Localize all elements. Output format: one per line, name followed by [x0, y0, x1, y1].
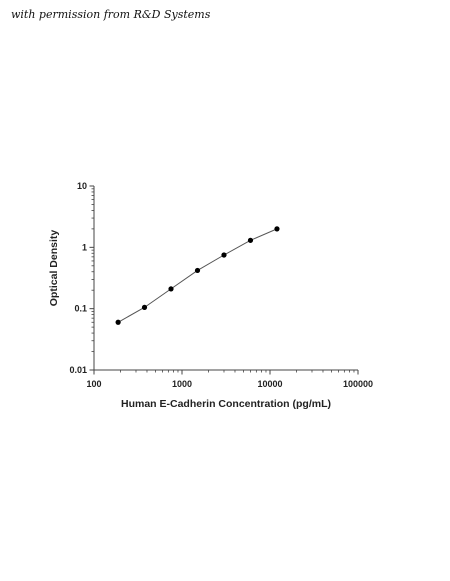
y-tick-label: 10	[77, 181, 87, 191]
data-point	[115, 319, 121, 325]
data-point	[274, 226, 280, 232]
data-point	[194, 267, 201, 274]
y-tick-label: 0.1	[74, 304, 87, 314]
x-axis-title: Human E-Cadherin Concentration (pg/mL)	[121, 398, 331, 410]
data-point	[247, 237, 254, 243]
data-points-layer	[115, 226, 280, 325]
y-axis-title: Optical Density	[48, 230, 60, 307]
y-tick-label: 0.01	[69, 365, 87, 375]
fit-curve-layer	[117, 228, 278, 323]
fit-curve	[117, 228, 278, 323]
data-point	[221, 252, 227, 258]
x-tick-label: 10000	[257, 379, 282, 389]
data-point	[141, 304, 148, 310]
x-tick-label: 100000	[343, 379, 373, 389]
credit-text: with permission from R&D Systems	[11, 8, 211, 21]
data-point	[168, 286, 174, 292]
x-tick-label: 100	[86, 379, 101, 389]
x-tick-label: 1000	[172, 379, 192, 389]
y-tick-label: 1	[82, 242, 87, 252]
axes: 100 1000 10000 100000 0.01 0.1 1 10	[69, 181, 373, 389]
